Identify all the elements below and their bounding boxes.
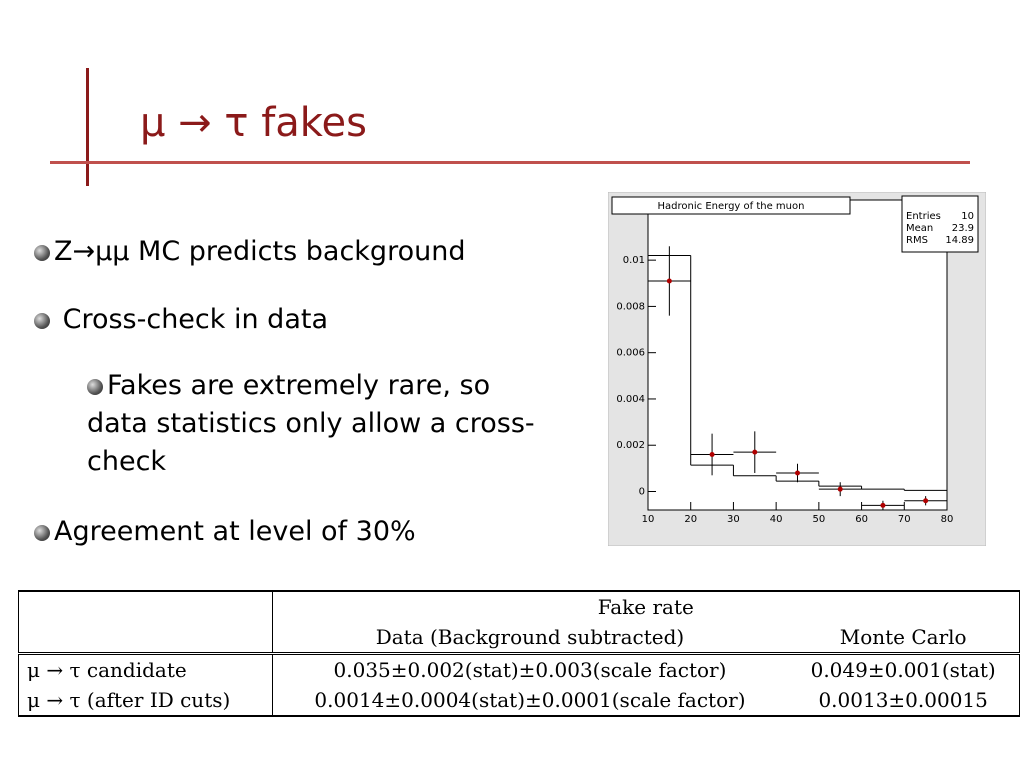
data-point <box>795 470 800 476</box>
bullet-text: Cross-check in data <box>62 304 328 335</box>
y-tick-label: 0.002 <box>616 440 645 451</box>
slide-title: μ → τ fakes <box>140 100 367 146</box>
y-tick-label: 0.006 <box>616 348 645 359</box>
bullet-text: Agreement at level of 30% <box>54 516 416 547</box>
data-point <box>880 502 886 508</box>
stats-label: Mean <box>906 223 933 234</box>
y-tick-label: 0.004 <box>616 394 645 405</box>
bullet-text: Fakes are extremely rare, so data statis… <box>87 370 535 477</box>
stats-label: Entries <box>906 211 941 222</box>
stats-value: 10 <box>961 211 974 222</box>
y-tick-label: 0 <box>639 486 645 497</box>
x-tick-label: 20 <box>684 514 697 525</box>
title-rule-h <box>50 161 970 164</box>
bullet: Cross-check in data <box>34 301 328 339</box>
bullet: Agreement at level of 30% <box>34 513 416 551</box>
table-header: Data (Background subtracted) <box>375 625 685 649</box>
data-point <box>709 451 715 457</box>
title-rule-v <box>86 68 89 186</box>
chart: Hadronic Energy of the muon 0 0.002 0.004 0… <box>608 192 986 546</box>
table-cell: 0.035±0.002(stat)±0.003(scale factor) <box>333 658 727 682</box>
bullet-text: Z→μμ MC predicts background <box>54 236 466 267</box>
x-tick-label: 80 <box>941 514 954 525</box>
data-point <box>666 278 672 284</box>
stats-label: RMS <box>906 235 928 246</box>
plot-frame <box>647 199 948 511</box>
sub-bullet: Fakes are extremely rare, so data statis… <box>87 367 557 481</box>
table: Fake rate Data (Background subtracted) Mo… <box>18 590 1020 717</box>
stats-box <box>901 195 979 253</box>
bullet: Z→μμ MC predicts background <box>34 233 465 271</box>
chart-title: Hadronic Energy of the muon <box>658 201 805 212</box>
table-cell: 0.049±0.001(stat) <box>810 658 996 682</box>
table-header: Fake rate <box>597 595 694 619</box>
x-tick-label: 60 <box>855 514 868 525</box>
x-tick-label: 10 <box>642 514 655 525</box>
data-point <box>752 449 758 455</box>
stats-value: 14.89 <box>945 235 974 246</box>
x-tick-label: 70 <box>898 514 911 525</box>
data-point <box>837 486 843 492</box>
x-tick-label: 30 <box>727 514 740 525</box>
table-cell: 0.0014±0.0004(stat)±0.0001(scale factor) <box>314 688 746 712</box>
stats-value: 23.9 <box>952 223 974 234</box>
title-box <box>611 196 851 215</box>
x-tick-label: 40 <box>770 514 783 525</box>
table-cell: 0.0013±0.00015 <box>818 688 988 712</box>
x-tick-label: 50 <box>812 514 825 525</box>
table-cell: μ → τ candidate <box>18 653 273 685</box>
table-cell: μ → τ (after ID cuts) <box>18 685 273 716</box>
y-tick-label: 0.01 <box>623 255 645 266</box>
table-header: Monte Carlo <box>839 625 967 649</box>
data-point <box>923 498 929 504</box>
y-tick-label: 0.008 <box>616 301 645 312</box>
